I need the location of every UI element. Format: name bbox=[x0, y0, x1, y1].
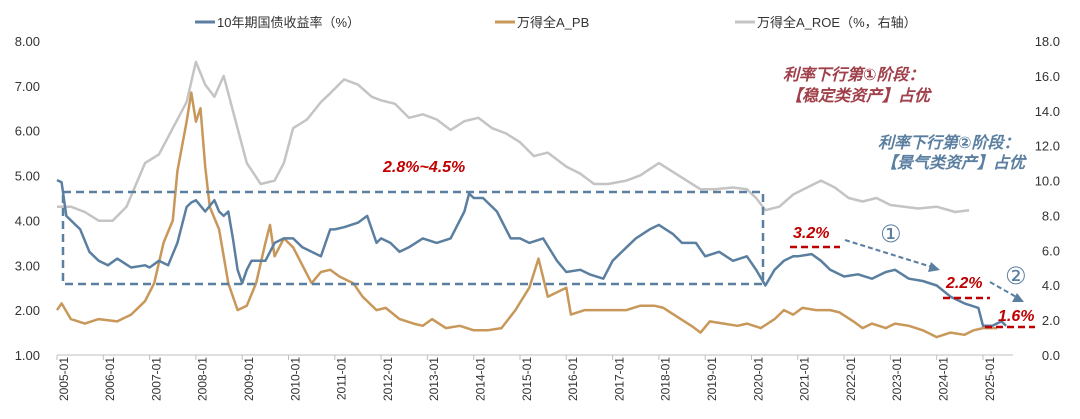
x-tick-label: 2020-01 bbox=[751, 357, 765, 401]
x-tick-label: 2021-01 bbox=[798, 357, 812, 401]
y-right-tick-label: 16.0 bbox=[1035, 69, 1060, 84]
stage2-text: 利率下行第②阶段： bbox=[878, 134, 1020, 152]
x-tick-label: 2012-01 bbox=[381, 357, 395, 401]
y-left-tick-label: 2.00 bbox=[15, 303, 40, 318]
y-left-tick-label: 4.00 bbox=[15, 213, 40, 228]
y-left-tick-label: 1.00 bbox=[15, 348, 40, 363]
x-tick-label: 2016-01 bbox=[566, 357, 580, 401]
y-left-tick-label: 6.00 bbox=[15, 124, 40, 139]
x-tick-label: 2013-01 bbox=[427, 357, 441, 401]
level-label-2: 2.2% bbox=[945, 275, 982, 292]
y-right-tick-label: 6.0 bbox=[1042, 243, 1060, 258]
arrow-head-2 bbox=[1012, 293, 1024, 302]
x-tick-label: 2010-01 bbox=[288, 357, 302, 401]
series-line-yield bbox=[56, 178, 1007, 328]
circle-label-2: ② bbox=[1005, 263, 1027, 290]
circle-label-1: ① bbox=[880, 221, 902, 248]
x-tick-label: 2007-01 bbox=[149, 357, 163, 401]
arrow-2 bbox=[989, 281, 1019, 299]
x-tick-label: 2025-01 bbox=[983, 357, 997, 401]
x-tick-label: 2006-01 bbox=[103, 357, 117, 401]
x-tick-label: 2017-01 bbox=[612, 357, 626, 401]
stage2-text: 【景气类资产】占优 bbox=[881, 154, 1028, 172]
y-left-tick-label: 7.00 bbox=[15, 79, 40, 94]
legend-label: 万得全A_PB bbox=[517, 15, 589, 30]
x-tick-label: 2009-01 bbox=[242, 357, 256, 401]
x-tick-label: 2015-01 bbox=[520, 357, 534, 401]
y-right-tick-label: 10.0 bbox=[1035, 174, 1060, 189]
y-left-tick-label: 5.00 bbox=[15, 169, 40, 184]
range-label: 2.8%~4.5% bbox=[382, 159, 465, 176]
level-label-1: 3.2% bbox=[793, 225, 829, 242]
y-right-tick-label: 18.0 bbox=[1035, 34, 1060, 49]
x-tick-label: 2022-01 bbox=[844, 357, 858, 401]
x-tick-label: 2018-01 bbox=[659, 357, 673, 401]
x-tick-label: 2011-01 bbox=[335, 357, 349, 400]
level-label-3: 1.6% bbox=[998, 308, 1034, 325]
series-line-roe bbox=[57, 60, 970, 222]
legend-label: 万得全A_ROE（%，右轴） bbox=[757, 15, 917, 30]
y-right-tick-label: 14.0 bbox=[1035, 104, 1060, 119]
series-line-pb bbox=[55, 91, 997, 339]
y-right-tick-label: 12.0 bbox=[1035, 139, 1060, 154]
y-right-tick-label: 8.0 bbox=[1042, 208, 1060, 223]
stage1-text: 【稳定类资产】占优 bbox=[786, 87, 933, 105]
x-tick-label: 2014-01 bbox=[473, 357, 487, 401]
y-right-tick-label: 2.0 bbox=[1042, 313, 1060, 328]
x-tick-label: 2024-01 bbox=[936, 357, 950, 401]
y-right-tick-label: 0.0 bbox=[1042, 348, 1060, 363]
legend-label: 10年期国债收益率（%） bbox=[217, 15, 360, 30]
y-right-tick-label: 4.0 bbox=[1042, 278, 1060, 293]
x-tick-label: 2019-01 bbox=[705, 357, 719, 401]
x-tick-label: 2008-01 bbox=[196, 357, 210, 401]
arrow-head-1 bbox=[928, 262, 940, 272]
y-left-tick-label: 3.00 bbox=[15, 258, 40, 273]
stage1-text: 利率下行第①阶段： bbox=[783, 66, 925, 84]
x-tick-label: 2023-01 bbox=[890, 357, 904, 401]
x-tick-label: 2005-01 bbox=[57, 357, 71, 401]
y-left-tick-label: 8.00 bbox=[15, 34, 40, 49]
range-box bbox=[61, 190, 765, 286]
